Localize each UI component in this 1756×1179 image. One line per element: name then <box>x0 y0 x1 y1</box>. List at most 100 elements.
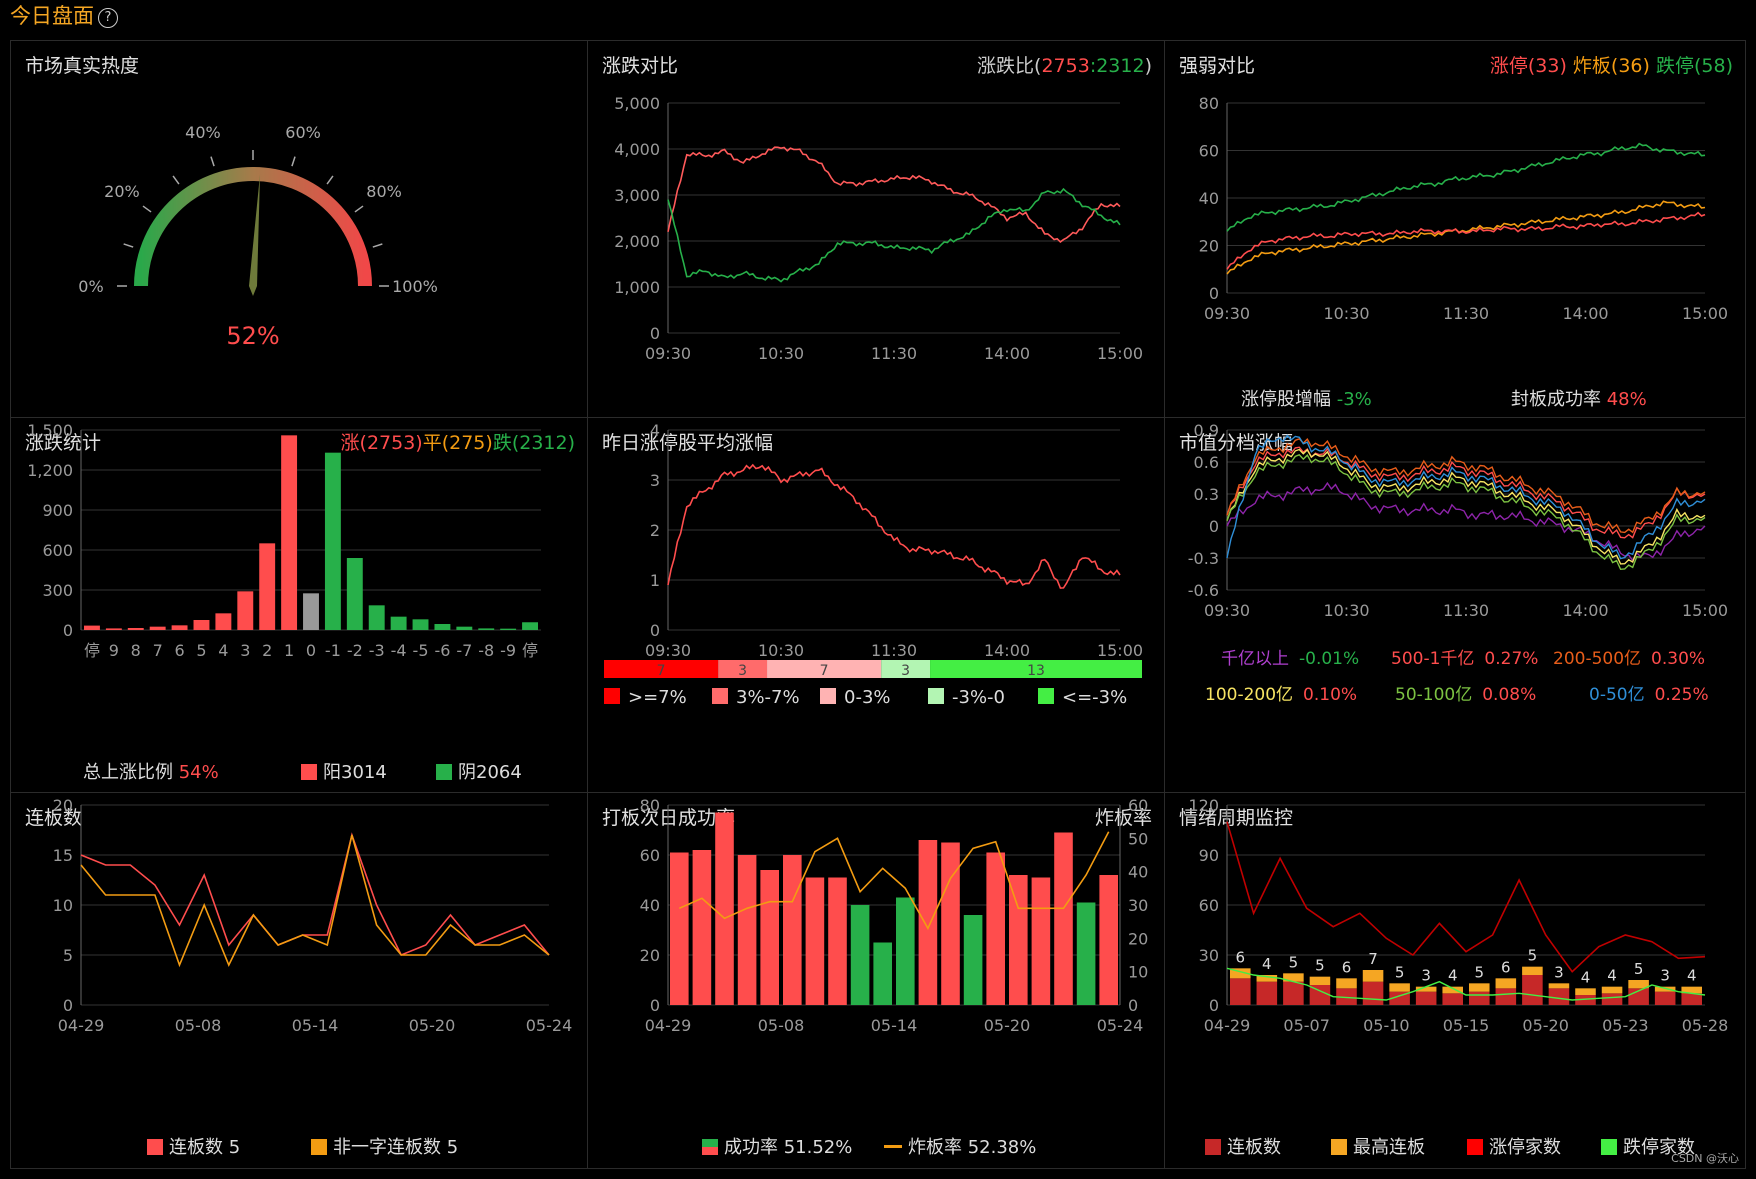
y-tick-label: 5,000 <box>614 94 660 113</box>
right-axis-title: 炸板率 <box>1094 807 1152 829</box>
legend-label: 涨停家数 <box>1489 1137 1561 1158</box>
cap-tier-legend-item: 50-100亿 0.08% <box>1395 680 1536 705</box>
bar-highest <box>1415 986 1437 992</box>
legend-yang-label: 阳3014 <box>323 762 387 783</box>
series-line <box>80 832 550 957</box>
bar <box>237 591 254 630</box>
bar-consecutive <box>1256 981 1278 1005</box>
x-tick-label: 05-08 <box>758 1016 805 1035</box>
x-tick-label: 05-10 <box>1363 1016 1410 1035</box>
x-tick-label: -9 <box>500 641 516 660</box>
x-tick-label: 15:00 <box>1097 641 1143 660</box>
y2-tick-label: 40 <box>1128 863 1148 882</box>
y2-tick-label: 50 <box>1128 829 1148 848</box>
bar <box>828 877 847 1005</box>
seal-success-value: 48% <box>1606 389 1647 410</box>
panel-title: 连板数 <box>25 807 83 829</box>
seal-success-label: 封板成功率 <box>1511 389 1601 410</box>
success-bar-chart: 0 20 40 60 80 0 10 20 30 40 50 60 04-29 05-08 05-14 05-… <box>640 796 1149 1035</box>
y-tick-label: 0 <box>650 324 660 343</box>
gauge-value: 52% <box>226 322 279 350</box>
bar-label: 4 <box>1262 955 1272 973</box>
bar <box>737 855 757 1005</box>
bar <box>522 622 538 630</box>
y-tick-label: 0 <box>1209 996 1219 1015</box>
bar <box>478 628 495 630</box>
y-tick-label: 10 <box>53 896 73 915</box>
gauge-tick-label: 100% <box>392 277 438 296</box>
bar-consecutive <box>1681 993 1702 1005</box>
y-tick-label: 80 <box>1199 94 1219 113</box>
series-line <box>1226 446 1706 539</box>
bar <box>896 897 915 1005</box>
panel-title: 昨日涨停股平均涨幅 <box>602 432 774 454</box>
rise-flat-fall: 涨(2753)平(275)跌(2312) <box>341 428 575 455</box>
gauge-tick <box>326 175 334 185</box>
x-tick-label: 停 <box>84 641 100 660</box>
gauge-tick <box>123 243 134 248</box>
y-tick-label: 2 <box>650 521 660 540</box>
y-tick-label: 15 <box>53 846 73 865</box>
y-tick-label: 2,000 <box>614 232 660 251</box>
bar <box>105 628 122 630</box>
legend-consecutive: 连板数 <box>1205 1133 1281 1159</box>
bar <box>434 624 451 630</box>
bar-consecutive <box>1362 981 1384 1005</box>
x-tick-label: 09:30 <box>1204 304 1250 323</box>
bar <box>84 625 100 630</box>
x-tick-label: 05-20 <box>984 1016 1031 1035</box>
page-header: 今日盘面? <box>10 0 118 36</box>
x-tick-label: 10:30 <box>758 344 804 363</box>
bar <box>1009 875 1028 1005</box>
y-tick-label: 300 <box>42 581 73 600</box>
bar-consecutive <box>1230 978 1251 1005</box>
legend-swatch <box>1467 1139 1483 1155</box>
bar-highest <box>1495 978 1517 989</box>
legend-swatch <box>702 1139 718 1155</box>
bar-label: 3 <box>1554 963 1564 981</box>
legend-swatch <box>436 764 452 780</box>
help-icon[interactable]: ? <box>98 8 118 28</box>
bar <box>963 915 983 1005</box>
x-tick-label: 15:00 <box>1097 344 1143 363</box>
gauge-needle <box>249 174 261 296</box>
legend-swatch <box>928 688 944 704</box>
x-tick-label: 05-24 <box>1097 1016 1144 1035</box>
panel-title: 强弱对比 <box>1179 55 1256 77</box>
y-tick-label: 20 <box>53 796 73 815</box>
bar <box>456 626 473 630</box>
legend-limit-up: 涨停家数 <box>1467 1133 1561 1159</box>
x-tick-label: 10:30 <box>758 641 804 660</box>
y-tick-label: 120 <box>1188 796 1219 815</box>
sentiment-chart: 0 30 60 90 120 04-29 05-07 05-10 05-15 05-20 05-23… <box>1188 796 1728 1035</box>
cap-tier-legend-item: 千亿以上 -0.01% <box>1221 644 1359 669</box>
bar-label: 4 <box>1581 968 1591 986</box>
y-tick-label: 0 <box>650 996 660 1015</box>
y-tick-label: 80 <box>640 796 660 815</box>
y-tick-label: 60 <box>640 846 660 865</box>
x-tick-label: 11:30 <box>1443 601 1489 620</box>
legend-yin: 阴2064 <box>436 758 522 784</box>
bar-highest <box>1256 975 1278 982</box>
legend-broken-rate: 炸板率 52.38% <box>884 1133 1036 1159</box>
panel-title: 涨跌对比 <box>602 55 679 77</box>
x-tick-label: 05-20 <box>1522 1016 1569 1035</box>
cap-tier-legend-item: 0-50亿 0.25% <box>1589 680 1709 705</box>
gauge-tick-label: 20% <box>104 182 140 201</box>
y-tick-label: 1,500 <box>27 421 73 440</box>
page-title: 今日盘面 <box>10 4 94 28</box>
legend-success-label: 成功率 51.52% <box>724 1137 853 1158</box>
cap-tier-value: 0.25% <box>1654 685 1709 705</box>
stack-segment <box>930 660 1142 678</box>
y-tick-label: 30 <box>1199 946 1219 965</box>
legend-broken-label: 炸板率 52.38% <box>908 1137 1037 1158</box>
x-tick-label: 14:00 <box>1562 304 1608 323</box>
avg-rise-line-chart: 0 1 2 3 4 09:30 10:30 11:30 14:00 15:00 7 3 7 3 13 >=7%… <box>604 421 1143 708</box>
x-tick-label: 3 <box>240 641 250 660</box>
cap-tier-legend-item: 100-200亿 0.10% <box>1205 680 1357 705</box>
bar-highest <box>1601 986 1623 994</box>
gauge-tick-label: 60% <box>285 123 321 142</box>
y-tick-label: 0 <box>63 621 73 640</box>
panel-consecutive-boards: 连板数 0 5 10 15 20 04-29 05-08 05-14 05-20 05-24 连板… <box>10 792 588 1169</box>
bar-highest <box>1389 983 1410 992</box>
